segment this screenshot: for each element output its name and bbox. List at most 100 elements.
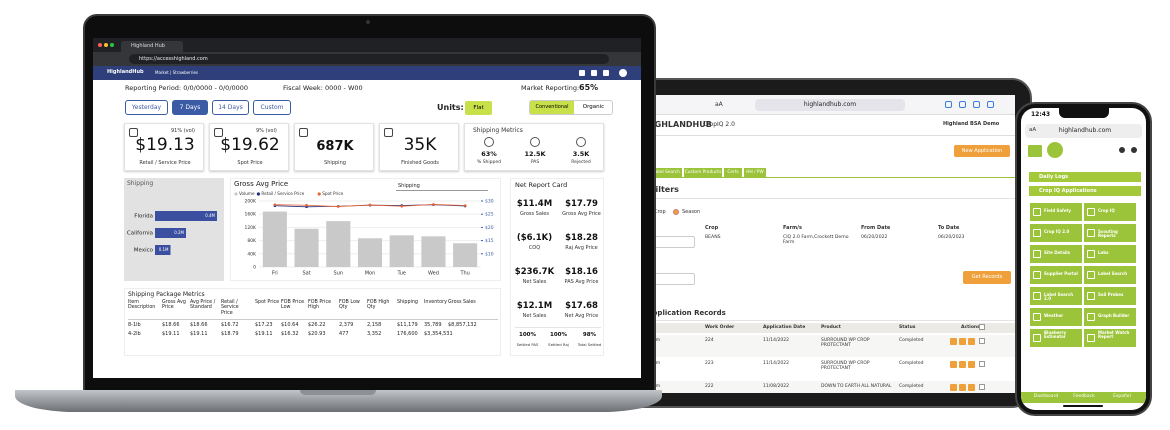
tile-icon bbox=[1033, 292, 1041, 300]
url-field[interactable]: highlandhub.com bbox=[755, 99, 905, 111]
browser-icon[interactable] bbox=[987, 101, 994, 108]
header-icon[interactable] bbox=[1131, 147, 1137, 153]
checkbox[interactable] bbox=[979, 384, 985, 390]
table-header-cell: Application Date bbox=[763, 325, 806, 330]
report-label: Net Sales bbox=[522, 279, 547, 285]
action-icon[interactable] bbox=[959, 384, 966, 391]
bar bbox=[421, 236, 446, 267]
radio[interactable] bbox=[673, 209, 679, 215]
url: highlandhub.com bbox=[803, 101, 857, 108]
action-icon[interactable] bbox=[959, 338, 966, 345]
app-tile[interactable]: Weather bbox=[1030, 308, 1082, 326]
app-tile[interactable]: Scouting Reports bbox=[1084, 224, 1136, 242]
range-button[interactable]: Yesterday bbox=[125, 100, 168, 115]
action-icon[interactable] bbox=[950, 338, 957, 345]
checkbox[interactable] bbox=[979, 361, 985, 367]
legend-swatch bbox=[234, 192, 238, 196]
point bbox=[432, 203, 435, 206]
browser-icon[interactable] bbox=[945, 101, 952, 108]
new-application-button[interactable]: New Application bbox=[954, 145, 1010, 157]
units-button[interactable]: Flat bbox=[465, 101, 492, 115]
footer-link[interactable]: Dashboard bbox=[1033, 394, 1059, 399]
menu-button[interactable] bbox=[1028, 145, 1042, 157]
app-tile[interactable]: Graph Builder bbox=[1084, 308, 1136, 326]
range-button[interactable]: Custom bbox=[253, 100, 291, 115]
toggle-option[interactable]: Organic bbox=[582, 104, 605, 110]
app-tile[interactable]: Market Watch Report bbox=[1084, 329, 1136, 347]
tab[interactable]: Label Search bbox=[650, 168, 682, 177]
nav-icon[interactable] bbox=[603, 70, 609, 76]
browser-icon[interactable] bbox=[959, 101, 966, 108]
tile-label: Market Watch Report bbox=[1098, 330, 1130, 340]
tile-label: Label Search 2.0 bbox=[1044, 292, 1074, 302]
range-button[interactable]: 7 Days bbox=[172, 100, 208, 115]
metric-icon bbox=[530, 137, 540, 147]
url-field[interactable]: https://accesshighland.com bbox=[129, 54, 609, 64]
table-header-cell: FOB Price Low bbox=[281, 300, 305, 311]
browser-icon[interactable] bbox=[973, 101, 980, 108]
app-tile[interactable]: Labs bbox=[1084, 245, 1136, 263]
checkbox[interactable] bbox=[979, 338, 985, 344]
url-bar[interactable] bbox=[1025, 124, 1142, 138]
checkbox[interactable] bbox=[979, 324, 985, 330]
dropdown[interactable] bbox=[645, 236, 695, 248]
radio-label: Crop bbox=[654, 209, 666, 215]
tab[interactable]: Certs bbox=[724, 168, 742, 177]
range-button[interactable]: 14 Days bbox=[212, 100, 249, 115]
notch bbox=[1059, 108, 1109, 118]
table-cell: 224 bbox=[705, 338, 714, 343]
footer-link[interactable]: Español bbox=[1113, 394, 1131, 399]
tab[interactable]: HH / PW bbox=[744, 168, 766, 177]
action-icon[interactable] bbox=[959, 361, 966, 368]
app-tile[interactable]: Label Search 2.0 bbox=[1030, 287, 1082, 305]
category-label: California bbox=[127, 231, 153, 237]
app-tile[interactable]: Label Search bbox=[1084, 266, 1136, 284]
header-icon[interactable] bbox=[1119, 147, 1125, 153]
window-dot[interactable] bbox=[104, 43, 108, 47]
table-header-cell: Avg Price / Standard bbox=[190, 300, 216, 311]
text-size-button[interactable]: aA bbox=[1029, 127, 1037, 133]
window-dot[interactable] bbox=[98, 43, 102, 47]
tile-label: Weather bbox=[1044, 313, 1064, 318]
market-selector[interactable]: Market | Strawberries bbox=[155, 70, 198, 75]
app-tile[interactable]: Soil Probes bbox=[1084, 287, 1136, 305]
avatar[interactable] bbox=[619, 69, 627, 77]
get-records-button[interactable]: Get Records bbox=[963, 271, 1011, 284]
dropdown[interactable] bbox=[645, 273, 695, 285]
table-cell: $18.79 bbox=[221, 331, 239, 337]
table-header-cell: Product bbox=[821, 325, 841, 330]
footer-link[interactable]: Feedback bbox=[1073, 394, 1095, 399]
legend-label: Volume bbox=[239, 191, 255, 196]
app-tile[interactable]: Supplier Portal bbox=[1030, 266, 1082, 284]
text-size-button[interactable]: aA bbox=[715, 101, 723, 108]
nav-icon[interactable] bbox=[591, 70, 597, 76]
action-icon[interactable] bbox=[968, 361, 975, 368]
action-icon[interactable] bbox=[968, 384, 975, 391]
app-tile[interactable]: Blueberry Estimator bbox=[1030, 329, 1082, 347]
action-icon[interactable] bbox=[968, 338, 975, 345]
point bbox=[463, 204, 467, 207]
table-cell: $17.23 bbox=[255, 322, 273, 328]
action-icon[interactable] bbox=[950, 384, 957, 391]
card-title: Net Report Card bbox=[515, 181, 568, 189]
table-cell: 11/14/2022 bbox=[763, 361, 789, 366]
card-title: Shipping Metrics bbox=[473, 127, 523, 134]
menu-item[interactable]: Daily Logs bbox=[1029, 172, 1141, 182]
tab[interactable]: Custom Products bbox=[684, 168, 722, 177]
menu-item[interactable]: Crop IQ Applications bbox=[1029, 186, 1141, 196]
app-tile[interactable]: Field Safety bbox=[1030, 203, 1082, 221]
action-icon[interactable] bbox=[950, 361, 957, 368]
nav-icon[interactable] bbox=[579, 70, 585, 76]
table-header-cell: Gross Sales bbox=[448, 300, 476, 305]
app-tile[interactable]: Crop IQ bbox=[1084, 203, 1136, 221]
laptop-base bbox=[15, 390, 662, 412]
app-tile[interactable]: Site Details bbox=[1030, 245, 1082, 263]
toggle-option[interactable]: Conventional bbox=[530, 101, 574, 114]
chart: 0 40K 80K 120K 160K 200K $10 $15 $20 $25 $30 Volume… bbox=[234, 191, 494, 277]
app-tile[interactable]: Crop IQ 2.0 bbox=[1030, 224, 1082, 242]
bar bbox=[155, 245, 171, 255]
kpi-icon bbox=[214, 128, 223, 137]
browser-tab[interactable]: Highland Hub bbox=[121, 41, 183, 52]
dropdown[interactable]: Shipping bbox=[396, 182, 488, 191]
window-dot[interactable] bbox=[110, 43, 114, 47]
